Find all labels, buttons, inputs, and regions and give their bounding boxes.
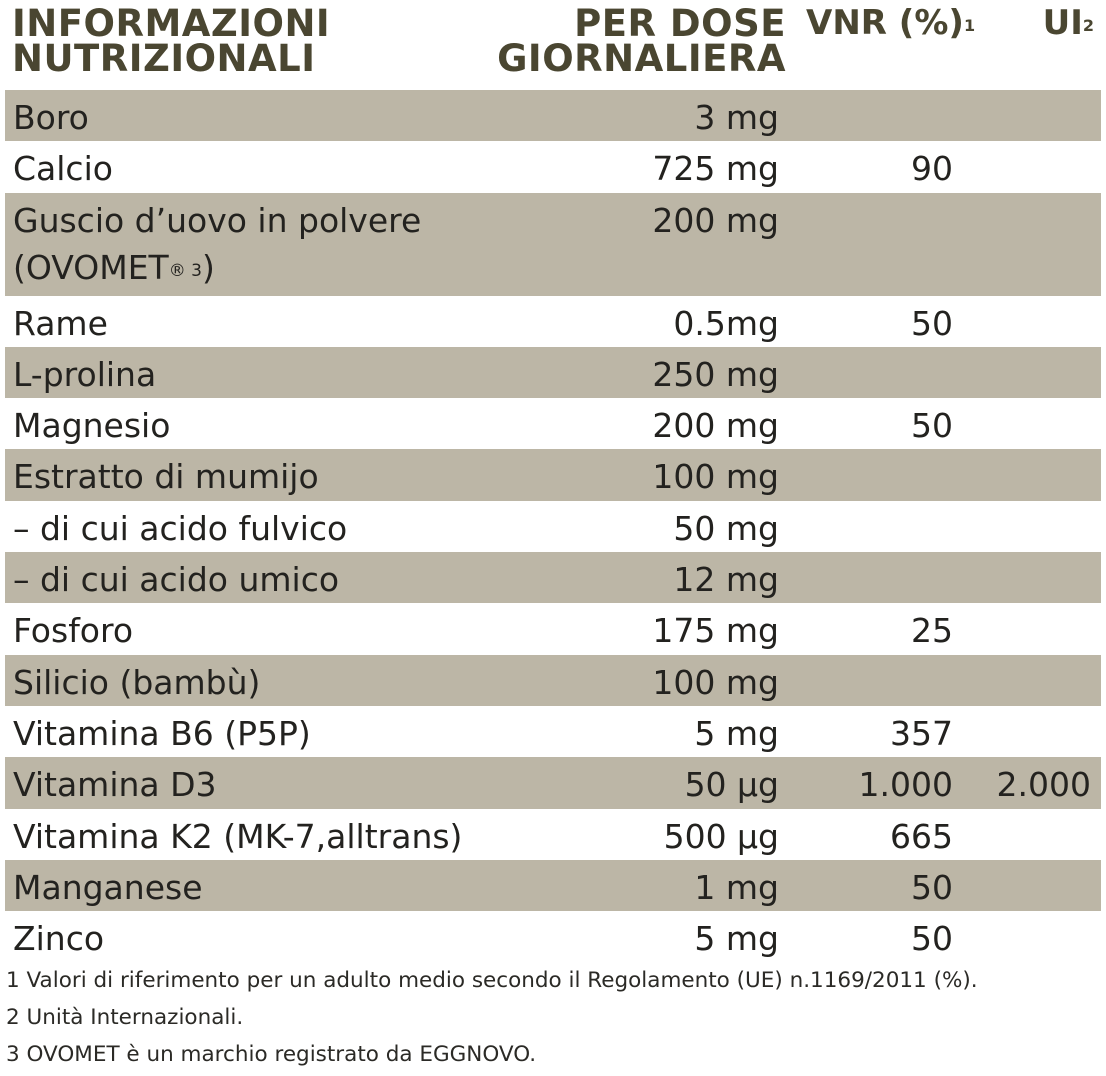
row-name: Magnesio bbox=[13, 406, 171, 446]
table-row: L-prolina 250 mg bbox=[5, 346, 1101, 399]
row-dose: 3 mg bbox=[694, 98, 779, 137]
row-vnr: 50 bbox=[911, 406, 953, 446]
row-name-close: ) bbox=[201, 247, 215, 287]
row-name: – di cui acido umico bbox=[13, 560, 340, 600]
row-vnr: 50 bbox=[911, 867, 953, 907]
registered-mark: ® 3 bbox=[168, 260, 202, 281]
table-row: Guscio d’uovo in polvere (OVOMET® 3) 200 … bbox=[5, 192, 1101, 296]
table-row: Vitamina K2 (MK-7,alltrans) 500 µg 665 bbox=[5, 809, 1101, 860]
row-dose: 100 mg bbox=[652, 662, 779, 702]
table-row: – di cui acido umico 12 mg bbox=[5, 552, 1101, 604]
header-ui-sup: 2 bbox=[1082, 16, 1094, 35]
table-row: Fosforo 175 mg 25 bbox=[5, 603, 1101, 654]
nutrition-table: Boro 3 mg Calcio 725 mg 90 Guscio d’uovo… bbox=[5, 90, 1101, 962]
row-name: Guscio d’uovo in polvere (OVOMET® 3) bbox=[13, 197, 573, 291]
footnote-1: 1 Valori di riferimento per un adulto me… bbox=[6, 968, 978, 993]
table-row: Estratto di mumijo 100 mg bbox=[5, 449, 1101, 501]
row-dose: 200 mg bbox=[652, 406, 779, 446]
row-dose: 175 mg bbox=[652, 611, 779, 651]
header-ui-label: UI bbox=[1042, 3, 1083, 43]
footnote-2: 2 Unità Internazionali. bbox=[6, 1005, 244, 1030]
row-dose: 50 µg bbox=[684, 765, 779, 805]
table-row: Boro 3 mg bbox=[5, 90, 1101, 142]
footnotes: 1 Valori di riferimento per un adulto me… bbox=[6, 962, 1102, 1073]
header-col1-line1: INFORMAZIONI bbox=[12, 2, 331, 45]
row-dose: 1 mg bbox=[694, 867, 779, 907]
row-dose: 100 mg bbox=[652, 457, 779, 497]
row-name: Estratto di mumijo bbox=[13, 457, 319, 497]
row-name-line2: (OVOMET bbox=[13, 247, 169, 287]
header-vnr: VNR (%)1 bbox=[806, 6, 975, 41]
row-vnr: 1.000 bbox=[858, 765, 953, 805]
header-col1-line2: NUTRIZIONALI bbox=[12, 37, 316, 80]
row-name: Zinco bbox=[13, 919, 105, 959]
header-per-daily-dose: PER DOSE GIORNALIERA bbox=[497, 2, 786, 80]
table-row: Vitamina B6 (P5P) 5 mg 357 bbox=[5, 706, 1101, 757]
row-vnr: 50 bbox=[911, 303, 953, 343]
row-dose: 200 mg bbox=[652, 200, 779, 240]
header-nutrition-info: INFORMAZIONI NUTRIZIONALI bbox=[12, 2, 331, 80]
header-vnr-label: VNR (%) bbox=[806, 3, 964, 43]
table-row: Magnesio 200 mg 50 bbox=[5, 398, 1101, 449]
table-row: Silicio (bambù) 100 mg bbox=[5, 654, 1101, 706]
row-name-line1: Guscio d’uovo in polvere bbox=[13, 200, 422, 240]
row-vnr: 665 bbox=[890, 816, 953, 856]
table-row: Vitamina D3 50 µg 1.000 2.000 bbox=[5, 757, 1101, 809]
row-name: Vitamina D3 bbox=[13, 765, 217, 805]
table-row: – di cui acido fulvico 50 mg bbox=[5, 501, 1101, 552]
row-dose: 725 mg bbox=[652, 149, 779, 189]
row-name: Fosforo bbox=[13, 611, 134, 651]
row-ui: 2.000 bbox=[996, 765, 1091, 805]
row-dose: 250 mg bbox=[652, 354, 779, 394]
row-vnr: 25 bbox=[911, 611, 953, 651]
header-ui: UI2 bbox=[1043, 6, 1094, 41]
row-name: Vitamina B6 (P5P) bbox=[13, 713, 311, 753]
row-name: Silicio (bambù) bbox=[13, 662, 261, 702]
header-vnr-sup: 1 bbox=[963, 16, 976, 35]
footnote-3: 3 OVOMET è un marchio registrato da EGGN… bbox=[6, 1042, 537, 1067]
row-name: Boro bbox=[13, 98, 89, 137]
table-row: Manganese 1 mg 50 bbox=[5, 859, 1101, 912]
row-dose: 500 µg bbox=[663, 816, 779, 856]
row-dose: 50 mg bbox=[673, 508, 779, 548]
row-vnr: 357 bbox=[890, 713, 953, 753]
row-vnr: 50 bbox=[911, 919, 953, 959]
row-name: Rame bbox=[13, 303, 108, 343]
table-row: Rame 0.5mg 50 bbox=[5, 296, 1101, 347]
row-vnr: 90 bbox=[911, 149, 953, 189]
row-name: Calcio bbox=[13, 149, 113, 189]
row-dose: 0.5mg bbox=[673, 303, 779, 343]
row-dose: 5 mg bbox=[694, 919, 779, 959]
row-name: L-prolina bbox=[13, 354, 157, 394]
row-dose: 12 mg bbox=[673, 560, 779, 600]
row-dose: 5 mg bbox=[694, 713, 779, 753]
row-name: – di cui acido fulvico bbox=[13, 508, 348, 548]
row-name: Manganese bbox=[13, 867, 203, 907]
table-row: Calcio 725 mg 90 bbox=[5, 141, 1101, 192]
table-header: INFORMAZIONI NUTRIZIONALI PER DOSE GIORN… bbox=[0, 0, 1106, 90]
header-col2-line2: GIORNALIERA bbox=[497, 37, 786, 80]
row-name: Vitamina K2 (MK-7,alltrans) bbox=[13, 816, 463, 856]
header-col2-line1: PER DOSE bbox=[574, 2, 786, 45]
table-row: Zinco 5 mg 50 bbox=[5, 911, 1101, 962]
